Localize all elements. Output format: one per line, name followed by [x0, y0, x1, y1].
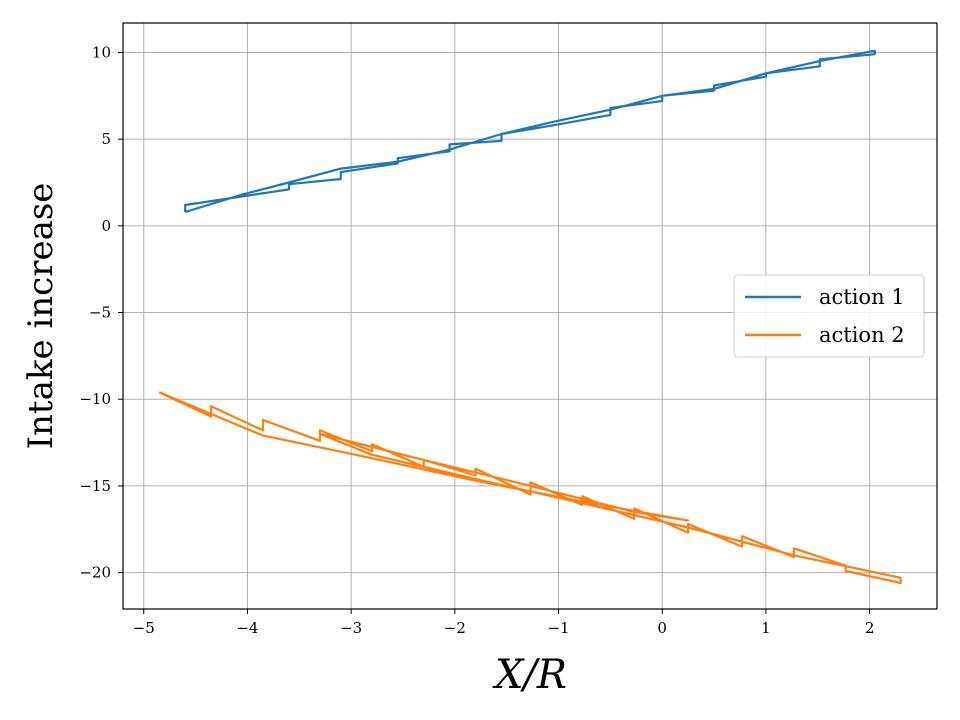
x-tick-label: 0 — [657, 619, 667, 637]
y-axis-title: Intake increase — [21, 183, 61, 450]
plot-frame — [122, 22, 938, 610]
legend: action 1 action 2 — [733, 274, 925, 358]
x-axis-title: X/R — [492, 652, 567, 698]
x-tick-label: 1 — [761, 619, 771, 637]
x-tick-label: −4 — [236, 619, 258, 637]
series-line-action-1 — [184, 49, 876, 214]
y-tick-label: 5 — [101, 130, 111, 148]
ticks — [118, 51, 871, 614]
x-tick-label: −2 — [444, 619, 466, 637]
x-tick-label: −5 — [133, 619, 155, 637]
legend-label-action-2: action 2 — [819, 323, 905, 347]
x-tick-label: 2 — [865, 619, 875, 637]
y-tick-label: 10 — [92, 43, 111, 61]
series-line-action-2 — [158, 391, 902, 585]
legend-box — [733, 274, 925, 358]
series-layer — [158, 49, 902, 585]
y-tick-label: 0 — [101, 217, 111, 235]
x-tick-label: −3 — [340, 619, 362, 637]
legend-label-action-1: action 1 — [819, 285, 905, 309]
y-tick-label: −20 — [79, 564, 111, 582]
y-tick-labels: 10 5 0 −5 −10 −15 −20 — [79, 43, 111, 581]
y-tick-label: −5 — [89, 304, 111, 322]
x-tick-label: −1 — [547, 619, 569, 637]
x-tick-labels: −5 −4 −3 −2 −1 0 1 2 — [133, 619, 875, 637]
y-tick-label: −15 — [79, 477, 111, 495]
y-tick-label: −10 — [79, 390, 111, 408]
